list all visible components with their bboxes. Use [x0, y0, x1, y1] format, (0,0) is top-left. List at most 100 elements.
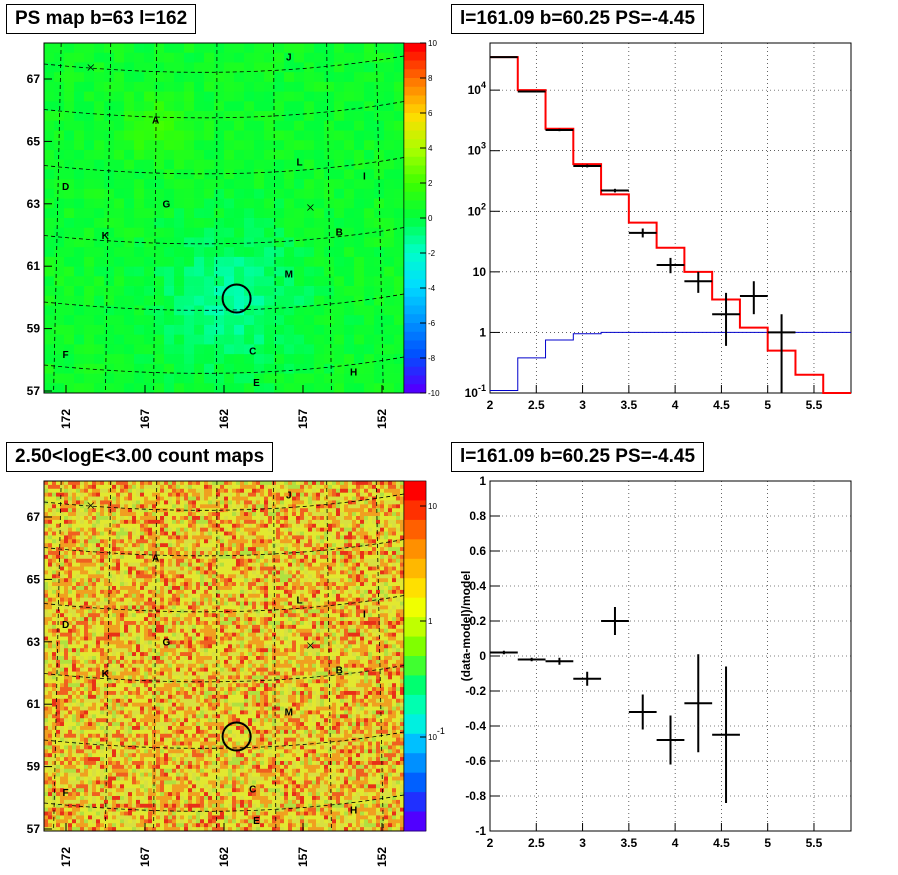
source-label: F	[63, 350, 69, 361]
source-label: L	[297, 158, 303, 169]
colorbar-tick-label: 10-1	[428, 726, 445, 742]
x-tick-label: 152	[375, 409, 389, 429]
x-tick-label: 167	[138, 847, 152, 867]
source-label: D	[62, 620, 69, 631]
y-axis-label: (data-model)/model	[459, 571, 473, 682]
cross-marker	[87, 64, 95, 71]
y-tick-label: 10	[473, 265, 487, 279]
y-tick-label: 65	[27, 134, 41, 148]
cross-marker	[307, 642, 314, 649]
source-label: K	[102, 669, 110, 680]
ps-map-graticule	[43, 42, 405, 394]
ps-map-title: PS map b=63 l=162	[6, 4, 197, 34]
spectrum-grid	[489, 43, 851, 394]
source-label: G	[163, 200, 171, 211]
y-tick-label: -1	[475, 824, 486, 838]
x-tick-label: 4	[672, 836, 679, 850]
colorbar-tick-label: 0	[428, 214, 433, 223]
count-map-title: 2.50<logE<3.00 count maps	[6, 442, 274, 472]
colorbar-tick-label: -10	[428, 389, 440, 398]
x-tick-label: 172	[59, 847, 73, 867]
colorbar-tick-label: 1	[428, 617, 433, 626]
colorbar-tick-label: 8	[428, 74, 433, 83]
source-label: M	[285, 708, 293, 719]
x-tick-label: 3	[579, 398, 586, 412]
y-tick-label: 65	[27, 572, 41, 586]
source-label: E	[253, 378, 260, 389]
source-label: B	[336, 666, 343, 677]
x-tick-label: 162	[217, 409, 231, 429]
y-tick-label: 61	[27, 697, 41, 711]
y-tick-label: 67	[27, 72, 41, 86]
source-label: F	[63, 788, 69, 799]
source-label: M	[285, 270, 293, 281]
source-label: G	[163, 638, 171, 649]
y-tick-label: 59	[27, 760, 41, 774]
y-tick-label: -0.4	[465, 719, 486, 733]
x-tick-label: 157	[296, 847, 310, 867]
x-tick-label: 5.5	[806, 836, 823, 850]
source-label: I	[363, 172, 366, 183]
y-tick-label: -0.8	[465, 789, 486, 803]
colorbar-tick-label: -2	[428, 249, 436, 258]
y-tick-label: 1	[479, 474, 486, 488]
y-tick-label: 0.6	[469, 544, 486, 558]
cross-marker	[307, 204, 314, 211]
source-label: A	[152, 116, 159, 127]
y-tick-label: 1	[479, 325, 486, 339]
y-tick-label: 10-1	[465, 383, 486, 400]
colorbar-tick-label: -4	[428, 284, 436, 293]
source-label: A	[152, 554, 159, 565]
colorbar-tick-label: 4	[428, 144, 433, 153]
residual-title: l=161.09 b=60.25 PS=-4.45	[451, 442, 705, 472]
marked-source-circle	[221, 721, 252, 752]
spectrum-plot-area	[489, 42, 852, 394]
x-tick-label: 2	[487, 398, 494, 412]
y-tick-label: 0	[479, 649, 486, 663]
colorbar-tick-label: 10	[428, 502, 437, 511]
count-map-cells	[44, 481, 405, 832]
y-tick-label: 104	[468, 80, 486, 97]
source-label: K	[102, 231, 110, 242]
source-label: J	[286, 53, 292, 64]
x-tick-label: 2.5	[528, 398, 545, 412]
source-label: I	[363, 610, 366, 621]
y-tick-label: 0.2	[469, 614, 486, 628]
y-tick-label: 103	[468, 141, 486, 158]
count-map-colorbar-overlay	[403, 480, 427, 832]
source-label: L	[297, 596, 303, 607]
y-tick-label: 63	[27, 635, 41, 649]
x-tick-label: 5.5	[806, 398, 823, 412]
source-label: H	[350, 806, 357, 817]
source-label: J	[286, 491, 292, 502]
y-tick-label: -0.6	[465, 754, 486, 768]
x-tick-label: 4.5	[713, 836, 730, 850]
colorbar-tick-label: 6	[428, 109, 433, 118]
cross-marker	[87, 502, 95, 509]
y-tick-label: 61	[27, 259, 41, 273]
y-tick-label: 102	[468, 201, 486, 218]
y-tick-label: -0.2	[465, 684, 486, 698]
source-label: H	[350, 368, 357, 379]
source-label: C	[249, 785, 256, 796]
ps-map-cells	[44, 43, 405, 394]
y-tick-label: 59	[27, 322, 41, 336]
source-label: B	[336, 228, 343, 239]
y-tick-label: 57	[27, 384, 41, 398]
x-tick-label: 172	[59, 409, 73, 429]
x-tick-label: 157	[296, 409, 310, 429]
colorbar-tick-label: 10	[428, 39, 437, 48]
x-tick-label: 5	[764, 398, 771, 412]
spectrum-title: l=161.09 b=60.25 PS=-4.45	[451, 4, 705, 34]
colorbar-tick-label: -6	[428, 319, 436, 328]
y-tick-label: 0.4	[469, 579, 486, 593]
x-tick-label: 2	[487, 836, 494, 850]
x-tick-label: 162	[217, 847, 231, 867]
x-tick-label: 2.5	[528, 836, 545, 850]
y-tick-label: 0.8	[469, 509, 486, 523]
x-tick-label: 167	[138, 409, 152, 429]
colorbar-tick-label: -8	[428, 354, 436, 363]
y-tick-label: 63	[27, 197, 41, 211]
x-tick-label: 3.5	[621, 836, 638, 850]
